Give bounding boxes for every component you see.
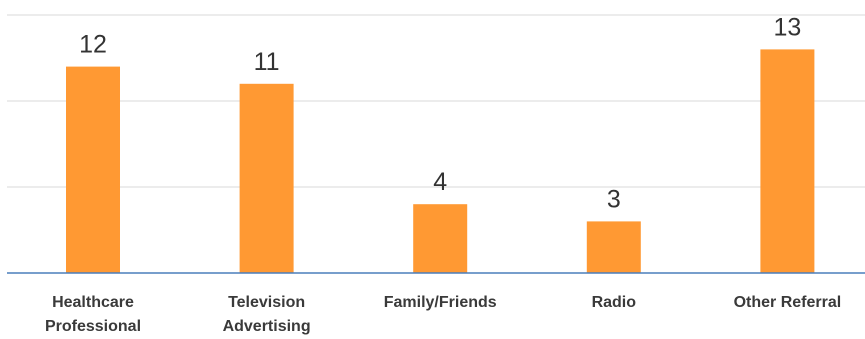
x-tick-label: Family/Friends (384, 294, 497, 311)
x-tick-label: Radio (592, 294, 637, 311)
value-labels: 12 11 4 3 13 (79, 13, 801, 213)
bar (66, 66, 120, 273)
x-tick-label: Other Referral (734, 294, 842, 311)
data-label: 11 (254, 48, 280, 76)
x-tick-label-line: Advertising (223, 318, 311, 335)
bars (66, 49, 815, 274)
data-label: 3 (607, 185, 621, 213)
x-tick-labels: Healthcare Professional Television Advertis… (45, 294, 841, 335)
bar (239, 83, 294, 273)
bar (413, 204, 468, 273)
data-label: 12 (79, 31, 107, 59)
bar (760, 49, 815, 274)
bar (586, 221, 641, 273)
x-tick-label-line: Radio (592, 294, 637, 311)
x-tick-label: Television Advertising (223, 294, 311, 335)
x-tick-label-line: Family/Friends (384, 294, 497, 311)
x-tick-label: Healthcare Professional (45, 294, 141, 335)
gridlines (7, 14, 865, 188)
data-label: 13 (773, 13, 801, 41)
x-tick-label-line: Other Referral (734, 294, 842, 311)
x-tick-label-line: Television (228, 294, 305, 311)
x-tick-label-line: Healthcare (52, 294, 134, 311)
x-tick-label-line: Professional (45, 318, 141, 335)
data-label: 4 (433, 168, 447, 196)
